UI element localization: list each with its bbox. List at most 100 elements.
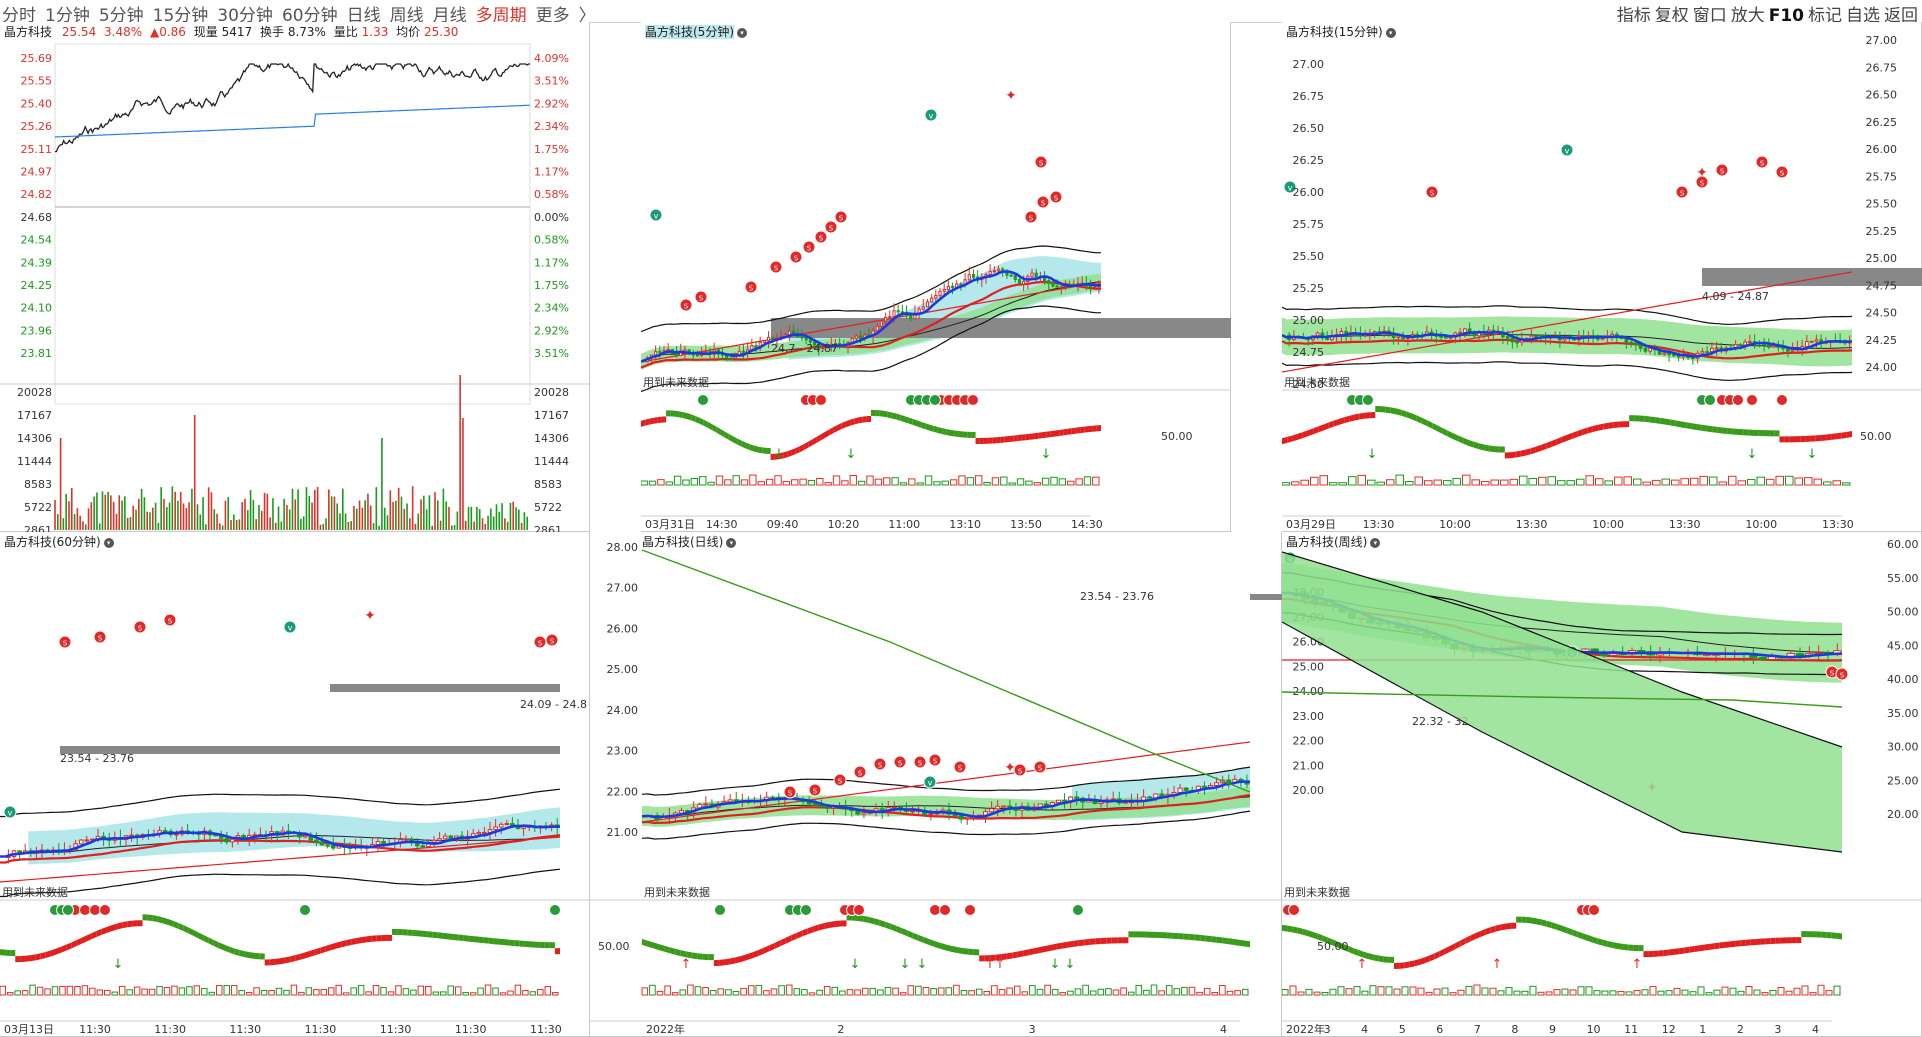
- kline-60min-title[interactable]: 晶方科技(60分钟) ▾: [4, 533, 114, 550]
- period-tab-0[interactable]: 分时: [2, 6, 36, 26]
- indicator-wave: [1551, 438, 1557, 448]
- time-label: 1: [1699, 1023, 1706, 1036]
- indicator-bar: [846, 989, 854, 996]
- time-label: 09:40: [767, 518, 799, 531]
- signal-dot: [99, 904, 111, 916]
- indicator-bar: [1614, 476, 1623, 486]
- tool-4[interactable]: F10: [1768, 6, 1804, 26]
- period-tab-6[interactable]: 日线: [346, 6, 381, 26]
- indicator-wave: [1535, 444, 1542, 453]
- indicator-bar: [1585, 475, 1594, 486]
- period-tab-4[interactable]: 30分钟: [217, 6, 273, 26]
- indicator-bar: [1234, 990, 1241, 996]
- intraday-chart-canvas[interactable]: 25.69 25.55 25.40 25.26 25.11 24.97 24.82 24.68…: [0, 22, 590, 532]
- sell-signal-glyph: S: [829, 225, 834, 233]
- tool-0[interactable]: 指标: [1616, 6, 1651, 26]
- tool-5[interactable]: 标记: [1808, 6, 1842, 26]
- period-tab-3[interactable]: 15分钟: [152, 6, 209, 26]
- vol-tick-left: 17167: [17, 409, 52, 422]
- sell-signal-glyph: S: [1038, 765, 1043, 773]
- kline-daily-canvas[interactable]: SSSSSSSSSSSSvv✦28.0027.0026.0025.0024.00…: [590, 532, 1282, 1037]
- indicator-wave: [493, 938, 499, 945]
- indicator-wave: [1458, 435, 1464, 444]
- down-arrow-icon: ↓: [1367, 447, 1378, 462]
- indicator-bar: [991, 985, 998, 996]
- kline-weekly-title[interactable]: 晶方科技(周线) ▾: [1286, 533, 1381, 550]
- kline-candle: [1758, 656, 1767, 660]
- indicator-wave: [71, 940, 77, 949]
- red-ma-line: [641, 794, 1251, 825]
- chevron-down-icon[interactable]: ▾: [103, 537, 114, 548]
- sell-signal-glyph: S: [819, 235, 824, 243]
- indicator-wave: [1480, 928, 1486, 937]
- indicator-wave: [1674, 948, 1680, 955]
- period-tab-9[interactable]: 多周期: [475, 6, 527, 26]
- signal-dot: [1704, 394, 1716, 406]
- period-tab-7[interactable]: 周线: [389, 6, 424, 26]
- kline-weekly-canvas[interactable]: SSvv✦28.0027.0026.0025.0024.0023.0022.00…: [1282, 532, 1922, 1037]
- period-tab-5[interactable]: 60分钟: [281, 6, 338, 26]
- indicator-wave: [1050, 430, 1055, 438]
- indicator-wave: [1499, 446, 1505, 453]
- period-tab-8[interactable]: 月线: [432, 6, 467, 26]
- period-tab-11[interactable]: 〉: [578, 6, 596, 26]
- period-tab-2[interactable]: 5分钟: [98, 6, 144, 26]
- vol-tick-right: 11444: [534, 455, 569, 468]
- tool-7[interactable]: 返回: [1884, 6, 1918, 26]
- time-label: 11:30: [380, 1023, 412, 1036]
- kline-15min-canvas[interactable]: S S S S S Sv v ✦ 27.00 26.75 26.50 26.25 26.00 25.75 2…: [1282, 22, 1922, 532]
- kline-candle: [319, 841, 325, 846]
- chevron-down-icon[interactable]: ▾: [1385, 27, 1396, 38]
- kline-15min-title[interactable]: 晶方科技(15分钟) ▾: [1286, 23, 1396, 40]
- indicator-wave: [657, 416, 662, 424]
- pct-tick-right: 0.58%: [534, 188, 569, 201]
- kline-candle: [1638, 344, 1643, 349]
- time-label: 11:30: [154, 1023, 186, 1036]
- tool-1[interactable]: 复权: [1654, 6, 1689, 26]
- signal-dot: [1072, 904, 1084, 916]
- p5-price-tick: 26.75: [1293, 90, 1325, 103]
- kline-candle: [787, 330, 792, 336]
- chevron-down-icon[interactable]: ▾: [726, 537, 737, 548]
- indicator-bar: [417, 985, 425, 996]
- indicator-wave: [995, 954, 1002, 961]
- indicator-bar: [1761, 992, 1769, 996]
- sell-signal-icon: [1013, 763, 1027, 777]
- indicator-wave: [1755, 938, 1761, 946]
- tool-6[interactable]: 自选: [1846, 6, 1880, 26]
- tool-3[interactable]: 放大: [1730, 6, 1765, 26]
- chevron-down-icon[interactable]: ▾: [737, 27, 747, 38]
- indicator-bar: [1282, 482, 1290, 486]
- indicator-wave: [1699, 944, 1705, 952]
- indicator-wave: [1172, 932, 1179, 940]
- kline-daily-title[interactable]: 晶方科技(日线) ▾: [642, 533, 737, 550]
- indicator-wave: [1404, 961, 1410, 969]
- indicator-wave: [1779, 436, 1785, 443]
- indicator-wave: [912, 932, 919, 941]
- indicator-wave: [1704, 943, 1710, 951]
- indicator-wave: [1500, 923, 1506, 931]
- indicator-wave: [1796, 937, 1802, 944]
- indicator-bar: [740, 987, 747, 996]
- indicator-wave: [1317, 933, 1323, 942]
- period-tab-1[interactable]: 1分钟: [45, 6, 90, 26]
- kline-5min-title[interactable]: 晶方科技(5分钟) ▾: [645, 23, 747, 40]
- indicator-wave: [336, 941, 342, 949]
- indicator-bar: [305, 987, 313, 996]
- period-tab-10[interactable]: 更多: [535, 6, 570, 26]
- indicator-bar: [687, 984, 694, 996]
- support-band: [330, 684, 560, 692]
- tool-2[interactable]: 窗口: [1692, 6, 1727, 26]
- indicator-wave: [45, 950, 51, 958]
- chevron-down-icon[interactable]: ▾: [1370, 537, 1381, 548]
- indicator-bar: [915, 985, 922, 996]
- panel-title: 晶方科技(15分钟): [1286, 25, 1383, 39]
- butterfly-icon: ✦: [1004, 760, 1016, 776]
- indicator-wave: [56, 946, 62, 955]
- price-tick: 25.00: [1866, 252, 1898, 265]
- sell-signal-glyph: S: [63, 640, 68, 648]
- buy-signal-icon: [3, 805, 17, 819]
